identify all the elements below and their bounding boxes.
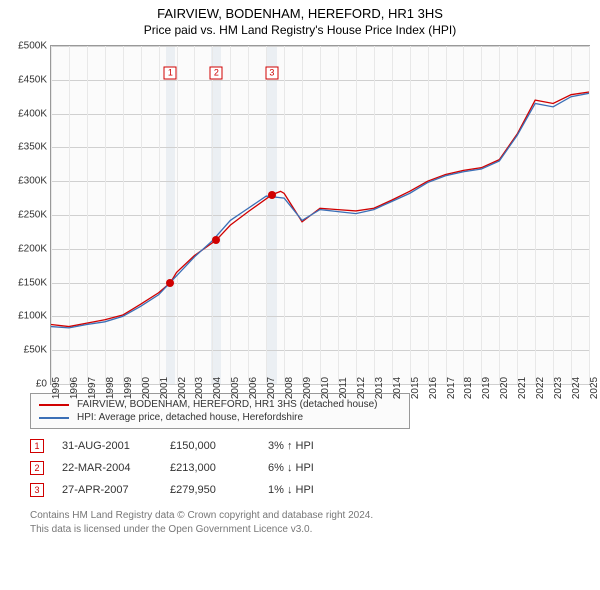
y-axis-label: £0 [36,379,47,390]
transaction-pct: 1% ↓ HPI [268,484,338,496]
chart-subtitle: Price paid vs. HM Land Registry's House … [0,21,600,45]
marker-badge: 3 [265,67,278,80]
x-axis-label: 2025 [589,377,600,399]
legend-label: HPI: Average price, detached house, Here… [77,412,303,423]
y-axis-label: £100K [18,311,47,322]
transaction-pct: 3% ↑ HPI [268,440,338,452]
legend-item: HPI: Average price, detached house, Here… [39,411,401,424]
transaction-row: 3 27-APR-2007 £279,950 1% ↓ HPI [30,479,600,501]
chart-title: FAIRVIEW, BODENHAM, HEREFORD, HR1 3HS [0,0,600,21]
transaction-badge: 1 [30,439,44,453]
marker-badge: 2 [210,67,223,80]
footer-line-2: This data is licensed under the Open Gov… [30,523,600,537]
footer-line-1: Contains HM Land Registry data © Crown c… [30,509,600,523]
transaction-date: 22-MAR-2004 [62,462,152,474]
y-axis-label: £450K [18,74,47,85]
chart-plot-area: £0£50K£100K£150K£200K£250K£300K£350K£400… [50,45,590,385]
y-axis-label: £500K [18,41,47,52]
transaction-price: £279,950 [170,484,250,496]
transaction-table: 1 31-AUG-2001 £150,000 3% ↑ HPI 2 22-MAR-2004… [30,435,600,501]
chart-container: FAIRVIEW, BODENHAM, HEREFORD, HR1 3HS Pr… [0,0,600,590]
transaction-row: 1 31-AUG-2001 £150,000 3% ↑ HPI [30,435,600,457]
transaction-badge: 2 [30,461,44,475]
data-point-dot [268,191,276,199]
y-axis-label: £200K [18,243,47,254]
transaction-pct: 6% ↓ HPI [268,462,338,474]
transaction-price: £150,000 [170,440,250,452]
y-axis-label: £350K [18,142,47,153]
gridline-v [589,46,590,384]
y-axis-label: £150K [18,277,47,288]
y-axis-label: £300K [18,176,47,187]
series-line [51,93,589,328]
legend-swatch [39,404,69,406]
chart-footer: Contains HM Land Registry data © Crown c… [30,509,600,537]
transaction-date: 31-AUG-2001 [62,440,152,452]
line-layer [51,46,589,384]
legend-item: FAIRVIEW, BODENHAM, HEREFORD, HR1 3HS (d… [39,398,401,411]
y-axis-label: £400K [18,108,47,119]
legend-label: FAIRVIEW, BODENHAM, HEREFORD, HR1 3HS (d… [77,399,377,410]
transaction-date: 27-APR-2007 [62,484,152,496]
data-point-dot [212,236,220,244]
transaction-row: 2 22-MAR-2004 £213,000 6% ↓ HPI [30,457,600,479]
marker-badge: 1 [164,67,177,80]
y-axis-label: £50K [24,345,47,356]
transaction-badge: 3 [30,483,44,497]
y-axis-label: £250K [18,210,47,221]
legend-swatch [39,417,69,419]
transaction-price: £213,000 [170,462,250,474]
data-point-dot [166,279,174,287]
